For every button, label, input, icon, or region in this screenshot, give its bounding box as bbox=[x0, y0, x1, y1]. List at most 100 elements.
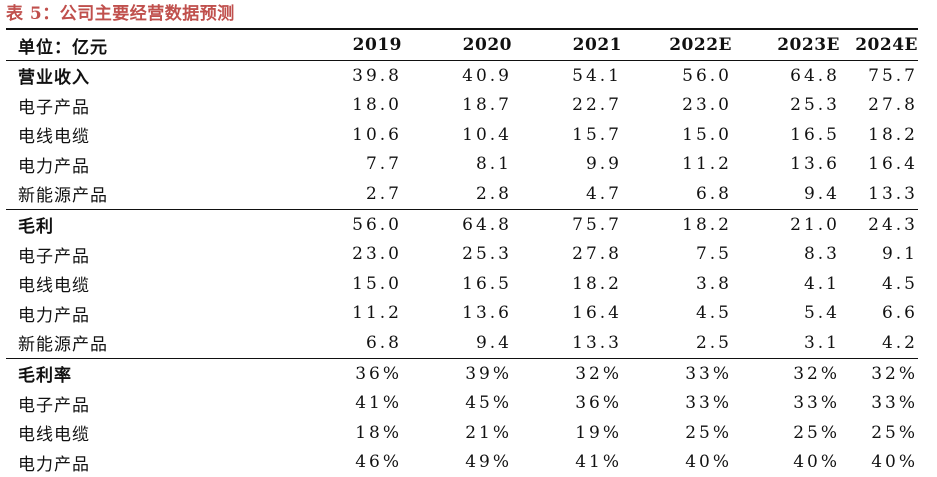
value-cell: 25% bbox=[871, 422, 918, 443]
row-label: 电子产品 bbox=[18, 246, 90, 267]
value-cell: 18.2 bbox=[868, 124, 918, 145]
value-cell: 75.7 bbox=[868, 65, 918, 86]
value-cell: 39% bbox=[465, 363, 512, 384]
table-row: 毛利率 36% 39% 32% 33% 32% 32% bbox=[6, 359, 918, 388]
table-row: 新能源产品 2.7 2.8 4.7 6.8 9.4 13.3 bbox=[6, 179, 918, 208]
value-cell: 21% bbox=[465, 422, 512, 443]
section-label: 营业收入 bbox=[18, 68, 90, 88]
value-cell: 15.0 bbox=[682, 124, 732, 145]
row-label: 电子产品 bbox=[18, 97, 90, 118]
section-rule bbox=[6, 358, 918, 359]
value-cell: 40% bbox=[871, 452, 918, 473]
value-cell: 6.6 bbox=[881, 303, 918, 324]
value-cell: 4.2 bbox=[881, 332, 918, 353]
value-cell: 23.0 bbox=[682, 95, 732, 116]
value-cell: 4.7 bbox=[585, 183, 622, 204]
value-cell: 7.7 bbox=[365, 154, 402, 175]
value-cell: 25% bbox=[685, 422, 732, 443]
value-cell: 9.1 bbox=[881, 244, 918, 265]
value-cell: 16.5 bbox=[790, 124, 840, 145]
table-row: 电力产品 46% 49% 41% 40% 40% 40% bbox=[6, 448, 918, 477]
value-cell: 16.5 bbox=[462, 273, 512, 294]
value-cell: 2.5 bbox=[695, 332, 732, 353]
value-cell: 6.8 bbox=[695, 183, 732, 204]
value-cell: 16.4 bbox=[868, 154, 918, 175]
section-label: 毛利率 bbox=[18, 366, 72, 386]
value-cell: 64.8 bbox=[790, 65, 840, 86]
value-cell: 40.9 bbox=[462, 65, 512, 86]
value-cell: 39.8 bbox=[352, 65, 402, 86]
value-cell: 27.8 bbox=[572, 244, 622, 265]
value-cell: 7.5 bbox=[695, 244, 732, 265]
value-cell: 33% bbox=[871, 393, 918, 414]
value-cell: 8.3 bbox=[803, 244, 840, 265]
value-cell: 41% bbox=[355, 393, 402, 414]
value-cell: 49% bbox=[465, 452, 512, 473]
top-rule bbox=[6, 28, 918, 30]
value-cell: 56.0 bbox=[352, 214, 402, 235]
value-cell: 2.8 bbox=[475, 183, 512, 204]
table-row: 毛利 56.0 64.8 75.7 18.2 21.0 24.3 bbox=[6, 210, 918, 239]
unit-label: 单位：亿元 bbox=[18, 37, 108, 58]
value-cell: 46% bbox=[355, 452, 402, 473]
value-cell: 8.1 bbox=[475, 154, 512, 175]
value-cell: 25% bbox=[793, 422, 840, 443]
table-row: 营业收入 39.8 40.9 54.1 56.0 64.8 75.7 bbox=[6, 61, 918, 90]
value-cell: 4.5 bbox=[695, 303, 732, 324]
value-cell: 19% bbox=[575, 422, 622, 443]
value-cell: 45% bbox=[465, 393, 512, 414]
table-row: 电子产品 18.0 18.7 22.7 23.0 25.3 27.8 bbox=[6, 91, 918, 120]
row-label: 电力产品 bbox=[18, 454, 90, 475]
value-cell: 32% bbox=[793, 363, 840, 384]
value-cell: 32% bbox=[871, 363, 918, 384]
value-cell: 10.4 bbox=[462, 124, 512, 145]
row-label: 电线电缆 bbox=[18, 425, 90, 446]
table-header-row: 单位：亿元 2019 2020 2021 2022E 2023E 2024E bbox=[6, 30, 918, 60]
value-cell: 2.7 bbox=[365, 183, 402, 204]
section-label: 毛利 bbox=[18, 217, 54, 237]
value-cell: 25.3 bbox=[462, 244, 512, 265]
value-cell: 18.2 bbox=[682, 214, 732, 235]
value-cell: 41% bbox=[575, 452, 622, 473]
row-label: 电力产品 bbox=[18, 156, 90, 177]
value-cell: 11.2 bbox=[352, 303, 402, 324]
value-cell: 18.2 bbox=[572, 273, 622, 294]
value-cell: 11.2 bbox=[682, 154, 732, 175]
value-cell: 10.6 bbox=[352, 124, 402, 145]
value-cell: 25.3 bbox=[790, 95, 840, 116]
year-header: 2022E bbox=[669, 35, 732, 55]
year-header: 2020 bbox=[462, 35, 512, 55]
value-cell: 4.5 bbox=[881, 273, 918, 294]
value-cell: 33% bbox=[685, 363, 732, 384]
value-cell: 9.4 bbox=[475, 332, 512, 353]
value-cell: 40% bbox=[793, 452, 840, 473]
value-cell: 18.7 bbox=[462, 95, 512, 116]
value-cell: 5.4 bbox=[803, 303, 840, 324]
value-cell: 36% bbox=[575, 393, 622, 414]
row-label: 电线电缆 bbox=[18, 127, 90, 148]
year-header: 2021 bbox=[572, 35, 622, 55]
value-cell: 64.8 bbox=[462, 214, 512, 235]
row-label: 电力产品 bbox=[18, 305, 90, 326]
value-cell: 15.0 bbox=[352, 273, 402, 294]
row-label: 电子产品 bbox=[18, 395, 90, 416]
table-row: 电子产品 23.0 25.3 27.8 7.5 8.3 9.1 bbox=[6, 240, 918, 269]
value-cell: 13.3 bbox=[868, 183, 918, 204]
table-row: 电线电缆 10.6 10.4 15.7 15.0 16.5 18.2 bbox=[6, 120, 918, 149]
value-cell: 23.0 bbox=[352, 244, 402, 265]
value-cell: 3.8 bbox=[695, 273, 732, 294]
value-cell: 33% bbox=[685, 393, 732, 414]
table-row: 电线电缆 18% 21% 19% 25% 25% 25% bbox=[6, 418, 918, 447]
value-cell: 32% bbox=[575, 363, 622, 384]
row-label: 新能源产品 bbox=[18, 335, 108, 356]
value-cell: 13.3 bbox=[572, 332, 622, 353]
table-row: 电力产品 7.7 8.1 9.9 11.2 13.6 16.4 bbox=[6, 150, 918, 179]
row-label: 新能源产品 bbox=[18, 186, 108, 207]
value-cell: 15.7 bbox=[572, 124, 622, 145]
value-cell: 33% bbox=[793, 393, 840, 414]
value-cell: 6.8 bbox=[365, 332, 402, 353]
section-rule bbox=[6, 209, 918, 210]
value-cell: 16.4 bbox=[572, 303, 622, 324]
value-cell: 27.8 bbox=[868, 95, 918, 116]
value-cell: 75.7 bbox=[572, 214, 622, 235]
